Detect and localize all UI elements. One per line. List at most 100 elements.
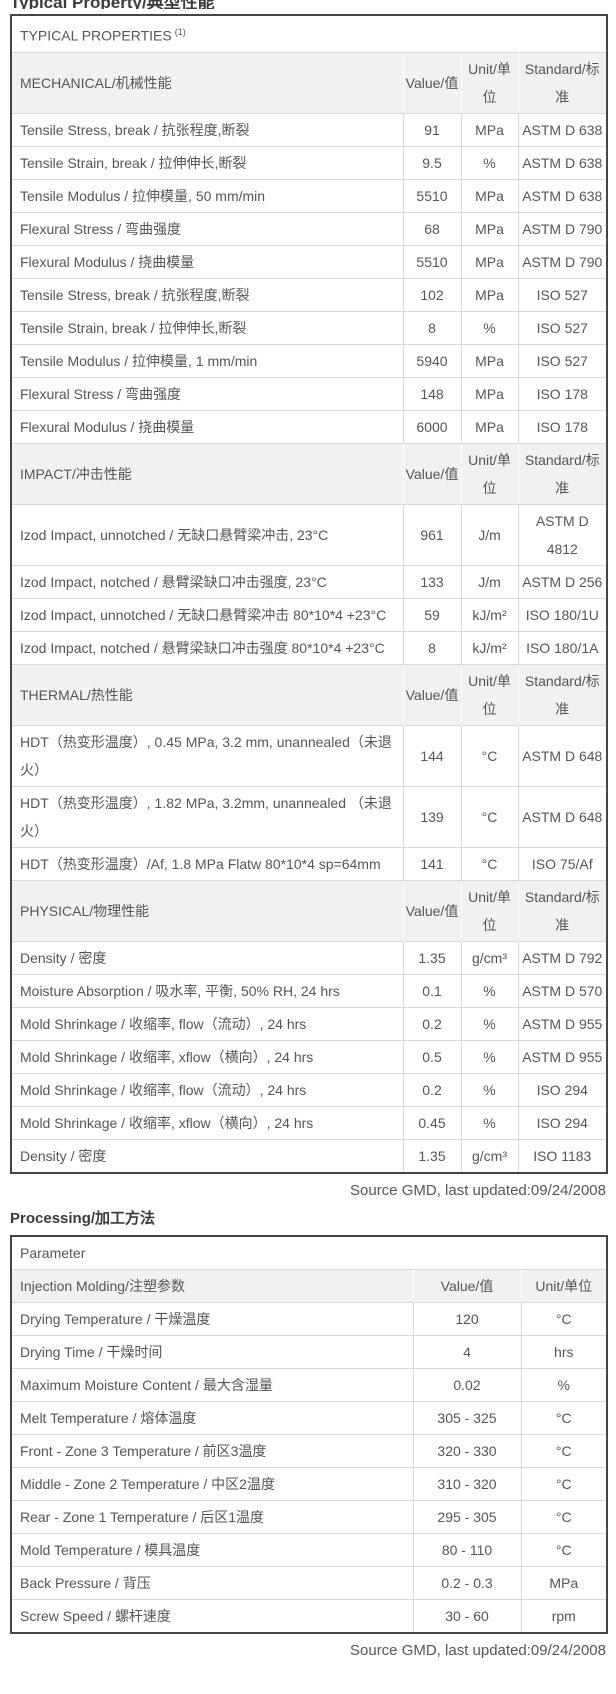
unit-cell: °C — [520, 1433, 608, 1468]
property-cell: Tensile Stress, break / 抗张程度,断裂 — [10, 277, 404, 312]
property-row: Density / 密度 1.35 g/cm³ ASTM D 792 — [10, 940, 608, 975]
standard-cell: ASTM D 792 — [517, 940, 608, 975]
standard-column-header: Standard/标准 — [517, 51, 608, 114]
parameter-row: Rear - Zone 1 Temperature / 后区1温度 295 - 3… — [10, 1499, 608, 1534]
properties-title: TYPICAL PROPERTIES — [20, 27, 172, 44]
property-row: Tensile Strain, break / 拉伸伸长,断裂 8% ISO 527 — [10, 310, 608, 345]
value-cell: 305 - 325 — [412, 1400, 522, 1435]
properties-title-cell: TYPICAL PROPERTIES (1) — [10, 14, 608, 53]
processing-section-header-cell: Injection Molding/注塑参数 — [10, 1268, 414, 1303]
unit-cell: % — [460, 1039, 519, 1074]
value-cell: 102 — [402, 277, 462, 312]
parameter-row: Mold Temperature / 模具温度 80 - 110 °C — [10, 1532, 608, 1567]
property-cell: Tensile Stress, break / 抗张程度,断裂 — [10, 112, 404, 147]
unit-cell: g/cm³ — [460, 940, 519, 975]
parameter-row: Front - Zone 3 Temperature / 前区3温度 320 - … — [10, 1433, 608, 1468]
value-cell: 59 — [402, 597, 462, 632]
property-cell: Tensile Strain, break / 拉伸伸长,断裂 — [10, 310, 404, 345]
value-cell: 68 — [402, 211, 462, 246]
parameter-cell: Front - Zone 3 Temperature / 前区3温度 — [10, 1433, 414, 1468]
property-cell: Tensile Strain, break / 拉伸伸长,断裂 — [10, 145, 404, 180]
property-cell: Mold Shrinkage / 收缩率, flow（流动）, 24 hrs — [10, 1072, 404, 1107]
property-cell: Izod Impact, unnotched / 无缺口悬臂梁冲击, 23°C — [10, 503, 404, 566]
standard-cell: ISO 178 — [517, 409, 608, 444]
unit-column-header: Unit/单位 — [460, 51, 519, 114]
unit-cell: % — [460, 1072, 519, 1107]
unit-cell: hrs — [520, 1334, 608, 1369]
standard-cell: ISO 527 — [517, 310, 608, 345]
unit-cell: °C — [520, 1532, 608, 1567]
value-cell: 91 — [402, 112, 462, 147]
property-row: Tensile Modulus / 拉伸模量, 50 mm/min 5510 MPa… — [10, 178, 608, 213]
unit-cell: J/m — [460, 564, 519, 599]
property-row: Izod Impact, unnotched / 无缺口悬臂梁冲击 80*10*… — [10, 597, 608, 632]
property-row: Tensile Modulus / 拉伸模量, 1 mm/min 5940 MPa I… — [10, 343, 608, 378]
parameter-cell: Maximum Moisture Content / 最大含湿量 — [10, 1367, 414, 1402]
value-cell: 5940 — [402, 343, 462, 378]
value-cell: 1.35 — [402, 1138, 462, 1174]
value-cell: 8 — [402, 310, 462, 345]
property-cell: Density / 密度 — [10, 940, 404, 975]
value-cell: 0.45 — [402, 1105, 462, 1140]
unit-cell: MPa — [460, 277, 519, 312]
section-header-row: IMPACT/冲击性能 Value/值 Unit/单位 Standard/标准 — [10, 442, 608, 505]
property-row: Izod Impact, notched / 悬臂梁缺口冲击强度 80*10*4… — [10, 630, 608, 665]
section-header-cell: PHYSICAL/物理性能 — [10, 879, 404, 942]
value-cell: 295 - 305 — [412, 1499, 522, 1534]
unit-cell: MPa — [460, 376, 519, 411]
value-cell: 139 — [402, 785, 462, 848]
property-cell: Flexural Modulus / 挠曲模量 — [10, 244, 404, 279]
property-cell: Mold Shrinkage / 收缩率, flow（流动）, 24 hrs — [10, 1006, 404, 1041]
parameter-title-cell: Parameter — [10, 1235, 608, 1270]
section-header-cell: THERMAL/热性能 — [10, 663, 404, 726]
value-cell: 5510 — [402, 178, 462, 213]
parameter-row: Drying Temperature / 干燥温度 120 °C — [10, 1301, 608, 1336]
standard-cell: ISO 527 — [517, 277, 608, 312]
parameter-row: Screw Speed / 螺杆速度 30 - 60 rpm — [10, 1598, 608, 1634]
unit-column-header: Unit/单位 — [520, 1268, 608, 1303]
unit-cell: MPa — [460, 178, 519, 213]
property-row: Flexural Stress / 弯曲强度 148 MPa ISO 178 — [10, 376, 608, 411]
property-row: Izod Impact, unnotched / 无缺口悬臂梁冲击, 23°C 9… — [10, 503, 608, 566]
standard-cell: ISO 527 — [517, 343, 608, 378]
unit-column-header: Unit/单位 — [460, 663, 519, 726]
value-cell: 1.35 — [402, 940, 462, 975]
property-cell: Tensile Modulus / 拉伸模量, 50 mm/min — [10, 178, 404, 213]
unit-cell: kJ/m² — [460, 597, 519, 632]
parameter-row: Back Pressure / 背压 0.2 - 0.3 MPa — [10, 1565, 608, 1600]
property-cell: Tensile Modulus / 拉伸模量, 1 mm/min — [10, 343, 404, 378]
properties-title-row: TYPICAL PROPERTIES (1) — [10, 14, 608, 53]
property-row: HDT（热变形温度）, 0.45 MPa, 3.2 mm, unannealed… — [10, 724, 608, 787]
section-header-row: THERMAL/热性能 Value/值 Unit/单位 Standard/标准 — [10, 663, 608, 726]
property-row: Moisture Absorption / 吸水率, 平衡, 50% RH, 2… — [10, 973, 608, 1008]
property-row: Flexural Modulus / 挠曲模量 6000 MPa ISO 178 — [10, 409, 608, 444]
page-heading-text: Typical Property/典型性能 — [10, 0, 606, 9]
value-column-header: Value/值 — [412, 1268, 522, 1303]
property-cell: Mold Shrinkage / 收缩率, xflow（横向）, 24 hrs — [10, 1039, 404, 1074]
value-cell: 148 — [402, 376, 462, 411]
property-cell: Mold Shrinkage / 收缩率, xflow（横向）, 24 hrs — [10, 1105, 404, 1140]
properties-title-superscript: (1) — [174, 27, 186, 37]
unit-cell: °C — [520, 1400, 608, 1435]
source-note-properties: Source GMD, last updated:09/24/2008 — [350, 1181, 606, 1199]
unit-cell: kJ/m² — [460, 630, 519, 665]
value-cell: 0.5 — [402, 1039, 462, 1074]
standard-cell: ASTM D 4812 — [517, 503, 608, 566]
clipped-page-heading: Typical Property/典型性能 — [10, 0, 606, 9]
standard-cell: ISO 294 — [517, 1072, 608, 1107]
value-cell: 80 - 110 — [412, 1532, 522, 1567]
standard-cell: ASTM D 790 — [517, 244, 608, 279]
standard-cell: ASTM D 648 — [517, 785, 608, 848]
property-row: Mold Shrinkage / 收缩率, xflow（横向）, 24 hrs 0… — [10, 1105, 608, 1140]
value-cell: 0.2 - 0.3 — [412, 1565, 522, 1600]
property-cell: Izod Impact, unnotched / 无缺口悬臂梁冲击 80*10*… — [10, 597, 404, 632]
processing-section-header-row: Injection Molding/注塑参数 Value/值 Unit/单位 — [10, 1268, 608, 1303]
value-cell: 0.1 — [402, 973, 462, 1008]
parameter-row: Melt Temperature / 熔体温度 305 - 325 °C — [10, 1400, 608, 1435]
unit-cell: % — [520, 1367, 608, 1402]
property-cell: Flexural Modulus / 挠曲模量 — [10, 409, 404, 444]
parameter-row: Maximum Moisture Content / 最大含湿量 0.02% — [10, 1367, 608, 1402]
standard-cell: ISO 178 — [517, 376, 608, 411]
unit-cell: MPa — [520, 1565, 608, 1600]
